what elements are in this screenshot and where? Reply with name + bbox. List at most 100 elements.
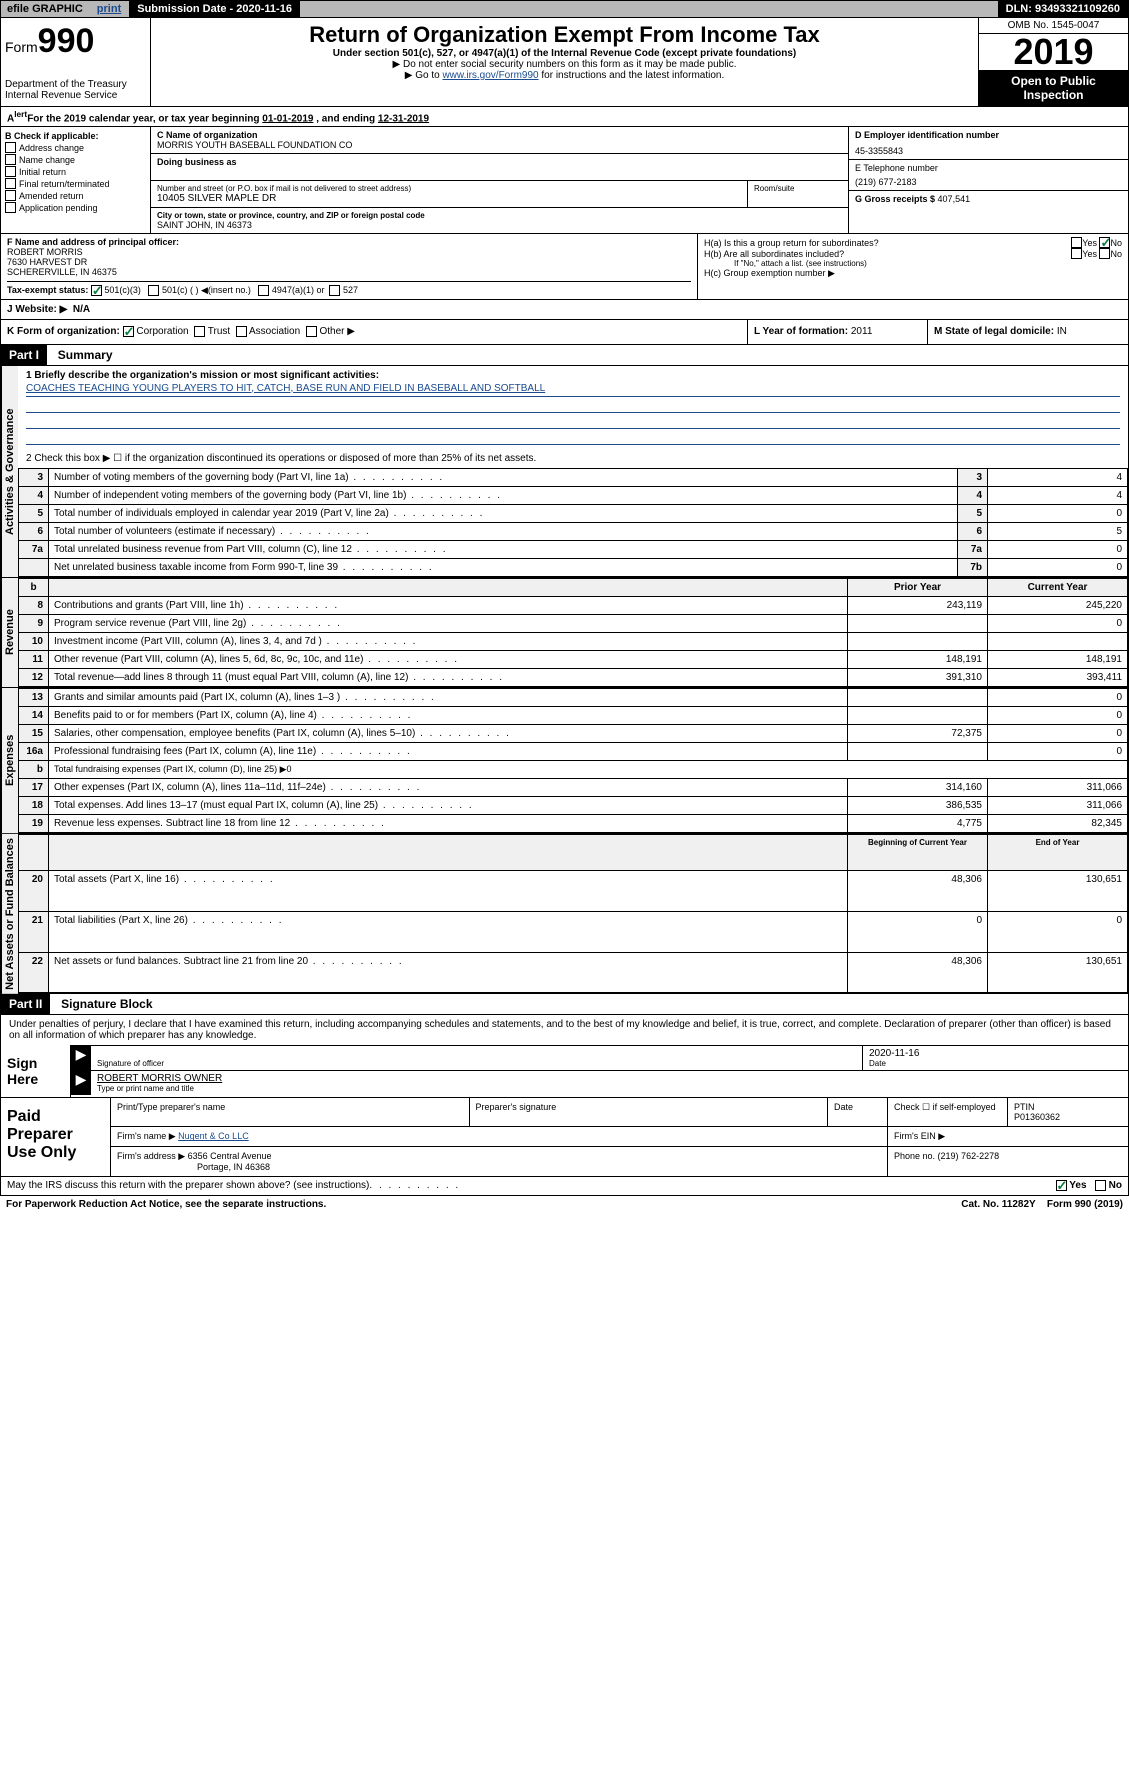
exp-prior: 386,535 [848,796,988,814]
principal-officer: F Name and address of principal officer:… [1,234,698,299]
ptin: P01360362 [1014,1112,1122,1122]
ein: 45-3355843 [855,146,1122,156]
exp-curr: 0 [988,724,1128,742]
gov-value: 4 [988,486,1128,504]
chk-initial-return[interactable] [5,166,16,177]
chk-trust[interactable] [194,326,205,337]
net-boy: 48,306 [848,952,988,993]
exp-prior [848,742,988,760]
vlabel-revenue: Revenue [1,578,18,687]
chk-discuss-no[interactable] [1095,1180,1106,1191]
header-right: OMB No. 1545-0047 2019 Open to Public In… [978,18,1128,106]
website: N/A [73,304,90,315]
efile-label: efile GRAPHIC [1,1,89,17]
section-a: AlertFor the 2019 calendar year, or tax … [0,107,1129,127]
exp-curr: 0 [988,742,1128,760]
revenue-section: Revenue b Prior Year Current Year8 Contr… [0,578,1129,688]
chk-app-pending[interactable] [5,202,16,213]
governance-table: 3 Number of voting members of the govern… [18,468,1128,577]
chk-527[interactable] [329,285,340,296]
net-eoy: 0 [988,911,1128,952]
exp-curr: 311,066 [988,796,1128,814]
header-left: Form990 Department of the Treasury Inter… [1,18,151,106]
netassets-section: Net Assets or Fund Balances Beginning of… [0,834,1129,995]
officer-group-row: F Name and address of principal officer:… [0,234,1129,300]
chk-ha-yes[interactable] [1071,237,1082,248]
gov-value: 0 [988,504,1128,522]
footer: For Paperwork Reduction Act Notice, see … [0,1196,1129,1213]
chk-assoc[interactable] [236,326,247,337]
exp-prior [848,706,988,724]
vlabel-netassets: Net Assets or Fund Balances [1,834,18,994]
chk-501c[interactable] [148,285,159,296]
rev-curr: 393,411 [988,668,1128,686]
instructions-link[interactable]: www.irs.gov/Form990 [442,70,538,81]
chk-hb-yes[interactable] [1071,248,1082,259]
firm-phone: (219) 762-2278 [938,1151,1000,1161]
rev-curr: 245,220 [988,596,1128,614]
chk-final-return[interactable] [5,178,16,189]
state-domicile: IN [1057,326,1067,337]
revenue-table: b Prior Year Current Year8 Contributions… [18,578,1128,687]
gross-receipts: 407,541 [938,194,971,204]
net-eoy: 130,651 [988,870,1128,911]
sign-here-label: Sign Here [1,1045,71,1097]
exp-prior: 4,775 [848,814,988,832]
chk-discuss-yes[interactable] [1056,1180,1067,1191]
submission-date: Submission Date - 2020-11-16 [129,1,300,17]
phone: (219) 677-2183 [855,177,1122,187]
rev-prior [848,632,988,650]
print-link[interactable]: print [89,1,129,17]
gov-value: 0 [988,540,1128,558]
chk-501c3[interactable] [91,285,102,296]
col-d: D Employer identification number 45-3355… [848,127,1128,233]
exp-prior: 72,375 [848,724,988,742]
net-boy: 0 [848,911,988,952]
part1-header: Part I [1,345,47,365]
exp-curr: 0 [988,688,1128,706]
year-formation: 2011 [851,326,873,337]
expenses-section: Expenses 13 Grants and similar amounts p… [0,688,1129,834]
org-name: MORRIS YOUTH BASEBALL FOUNDATION CO [157,140,842,150]
exp-curr: 0 [988,706,1128,724]
arrow-icon: ▶ [71,1046,91,1070]
form-title: Return of Organization Exempt From Incom… [159,22,970,48]
exp-prior [848,688,988,706]
header-center: Return of Organization Exempt From Incom… [151,18,978,106]
chk-corp[interactable] [123,326,134,337]
discuss-row: May the IRS discuss this return with the… [0,1177,1129,1195]
vlabel-governance: Activities & Governance [1,366,18,577]
chk-address-change[interactable] [5,142,16,153]
exp-curr: 311,066 [988,778,1128,796]
net-eoy: 130,651 [988,952,1128,993]
exp-curr: 82,345 [988,814,1128,832]
gov-value: 0 [988,558,1128,576]
top-bar: efile GRAPHIC print Submission Date - 20… [0,0,1129,18]
firm-name-link[interactable]: Nugent & Co LLC [178,1131,249,1141]
dln: DLN: 93493321109260 [998,1,1128,17]
rev-curr: 148,191 [988,650,1128,668]
officer-name: ROBERT MORRIS OWNER [97,1073,222,1084]
form-header: Form990 Department of the Treasury Inter… [0,18,1129,107]
chk-ha-no[interactable] [1099,237,1110,248]
korg-row: K Form of organization: Corporation Trus… [0,320,1129,344]
chk-other[interactable] [306,326,317,337]
vlabel-expenses: Expenses [1,688,18,833]
chk-4947[interactable] [258,285,269,296]
rev-prior: 148,191 [848,650,988,668]
rev-prior [848,614,988,632]
rev-curr: 0 [988,614,1128,632]
part2-header: Part II [1,994,50,1014]
gov-value: 4 [988,468,1128,486]
net-boy: 48,306 [848,870,988,911]
chk-name-change[interactable] [5,154,16,165]
exp-prior: 314,160 [848,778,988,796]
org-city: SAINT JOHN, IN 46373 [157,220,842,230]
website-row: J Website: ▶ N/A [0,300,1129,320]
org-address: 10405 SILVER MAPLE DR [157,193,741,204]
part2: Part II Signature Block [0,994,1129,1015]
chk-hb-no[interactable] [1099,248,1110,259]
chk-amended[interactable] [5,190,16,201]
tax-year: 2019 [979,34,1128,70]
col-b-checkboxes: B Check if applicable: Address change Na… [1,127,151,233]
